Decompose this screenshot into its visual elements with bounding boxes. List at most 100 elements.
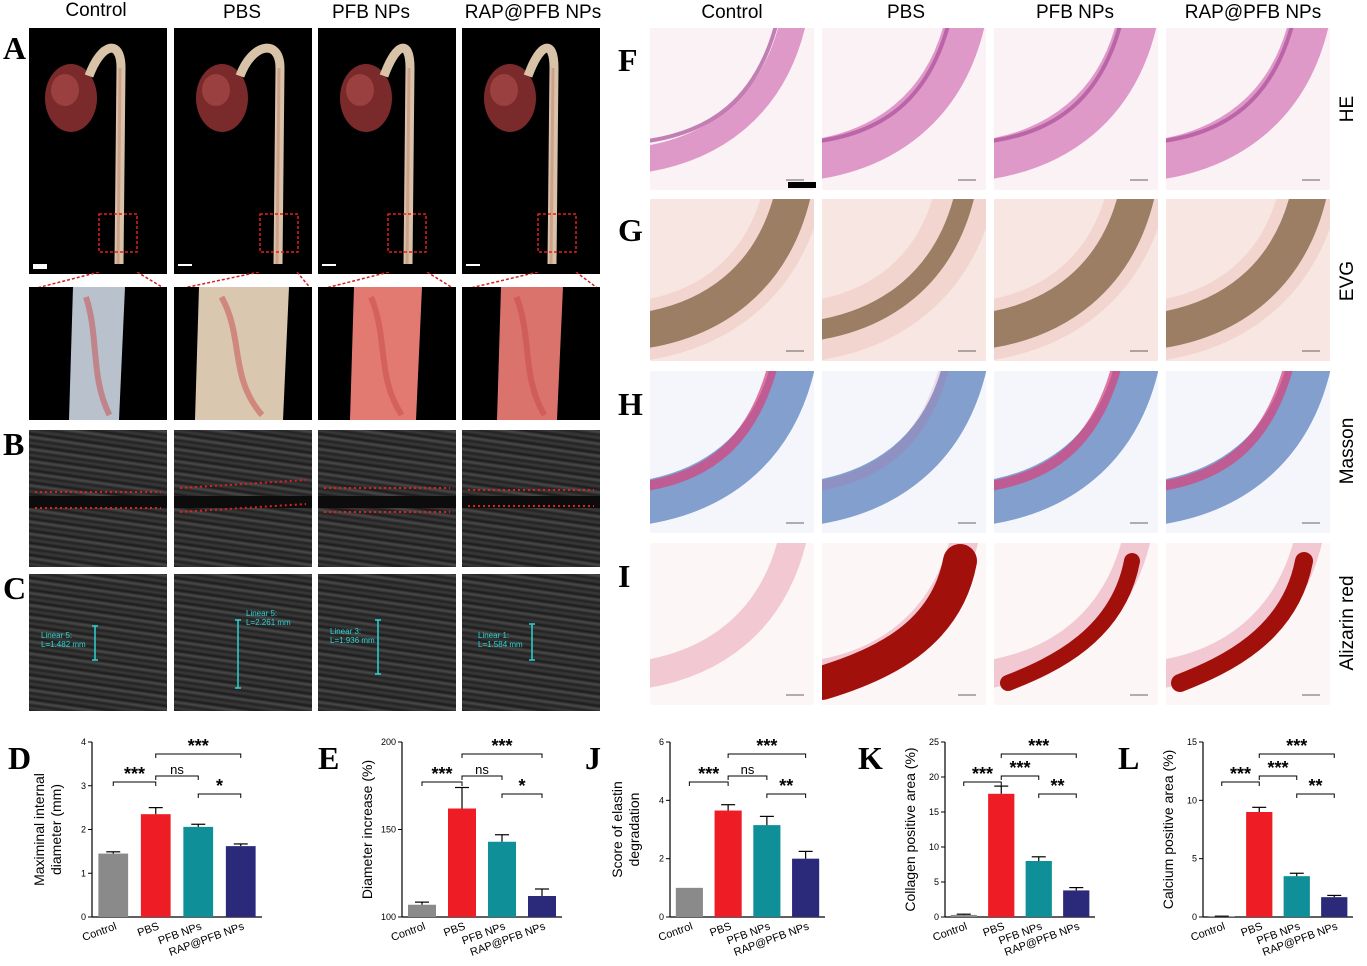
panel-label-c: C [3,570,27,606]
y-tick-label: 2 [81,825,86,835]
significance-label: ** [1050,776,1064,796]
histology-alizarin-red-pbs [822,543,986,705]
histology-he-pfb-nps [994,28,1158,190]
panel-label-g: G [618,212,643,248]
y-tick-label: 5 [934,877,939,887]
significance-bracket [501,793,543,798]
significance-label: *** [1286,736,1307,756]
histology-evg-pfb-nps [994,199,1158,361]
significance-bracket [112,781,157,786]
category-label: PBS [1239,921,1264,940]
significance-bracket [155,753,242,758]
y-tick-label: 1 [81,868,86,878]
histology-evg-rap-pfb-nps [1166,199,1330,361]
ultrasound-long-axis-rap-pfb-nps [462,430,600,567]
bar-pbs [448,808,476,917]
column-header-rap-pfb-nps-histology: RAP@PFB NPs [1184,2,1322,23]
y-tick-label: 2 [659,854,664,864]
category-label: Control [81,921,118,944]
category-label: Control [931,921,968,944]
significance-label: *** [1009,758,1030,778]
panel-label-h: H [618,386,643,422]
measurement-value: L=2.261 mm [246,618,291,627]
category-label: PBS [708,921,733,940]
bar-control [1208,916,1235,917]
row-label-masson: Masson [1337,417,1358,485]
bar-rap-pfb-nps [1321,897,1348,917]
measurement-value: L=1.936 mm [330,636,375,645]
y-tick-label: 10 [1187,795,1197,805]
measurement-value: L=1.482 mm [41,640,86,649]
bar-pfb-nps [183,826,214,917]
column-header-rap-pfb-nps: RAP@PFB NPs [464,2,602,23]
y-axis-label: Diameter increase (%) [359,760,375,899]
y-tick-label: 0 [1192,912,1197,922]
significance-bracket [1038,793,1077,798]
aorta-zoom-rap-pfb-nps [462,287,600,420]
histology-alizarin-red-rap-pfb-nps [1166,543,1330,705]
y-axis-label: Score of elastindegradation [609,781,642,878]
bar-chart-j: 0 2 4 6 Score of elastindegradation Control PB… [609,736,825,959]
panel-label-d: D [8,740,32,776]
panel-label-f: F [618,42,638,78]
y-tick-label: 4 [81,737,86,747]
bar-control [98,853,129,917]
scale-bar [466,264,480,266]
aorta-zoom-pbs [174,287,312,420]
y-tick-label: 4 [659,795,664,805]
significance-bracket [727,753,807,758]
significance-bracket [1258,775,1298,780]
scale-bar [322,264,336,266]
y-tick-label: 25 [929,737,939,747]
y-tick-label: 0 [934,912,939,922]
aorta-photo-control [29,28,167,274]
y-tick-label: 20 [929,772,939,782]
category-label: PBS [442,921,467,940]
significance-bracket [1296,793,1335,798]
histology-evg-control [650,199,814,361]
histology-scale-bar [788,182,816,188]
bar-pbs [1246,812,1273,917]
y-tick-label: 6 [659,737,664,747]
bar-rap-pfb-nps [528,896,556,917]
y-axis-label: Calcium positive area (%) [1160,750,1176,910]
category-label: Control [390,921,427,944]
panel-label-a: A [3,30,27,66]
ultrasound-measure-pbs: Linear 5: L=2.261 mm [174,574,312,711]
measurement-label: Linear 5: [246,609,277,618]
significance-bracket [688,781,729,786]
bar-rap-pfb-nps [792,858,820,917]
bar-control [408,904,436,917]
column-header-pbs: PBS [222,2,262,23]
measurement-label: Linear 1: [478,631,509,640]
category-label: RAP@PFB NPs [732,920,811,958]
histology-alizarin-red-control [650,543,814,705]
significance-label: ns [475,762,489,777]
column-header-pbs-histology: PBS [886,2,926,23]
bar-pfb-nps [753,825,781,917]
category-label: PBS [136,921,161,940]
significance-label: * [216,776,223,796]
significance-bracket [461,775,503,780]
significance-bracket [461,753,543,758]
aorta-zoom-control [29,287,167,420]
column-header-control-histology: Control [701,2,763,23]
significance-label: *** [188,736,209,756]
significance-bracket [766,793,807,798]
measurement-label: Linear 3: [330,627,361,636]
bar-chart-l: 0 5 10 15 Calcium positive area (%) Control PB… [1160,736,1353,959]
significance-label: ns [741,762,755,777]
bar-rap-pfb-nps [225,846,256,917]
panel-label-j: J [585,740,601,776]
category-label: RAP@PFB NPs [469,920,548,958]
histology-he-pbs [822,28,986,190]
category-label: Control [1189,921,1226,944]
y-tick-label: 200 [381,737,396,747]
bar-chart-d: 0 1 2 3 4 Maximinal internaldiameter (mm) Cont… [31,736,262,959]
bar-chart-k: 0 5 10 15 20 25 Collagen positive area (%) Cont… [902,736,1095,959]
significance-label: ** [779,776,793,796]
y-tick-label: 15 [1187,737,1197,747]
significance-label: *** [756,736,777,756]
ultrasound-long-axis-control [29,430,167,567]
ultrasound-measure-control: Linear 5: L=1.482 mm [29,574,167,711]
